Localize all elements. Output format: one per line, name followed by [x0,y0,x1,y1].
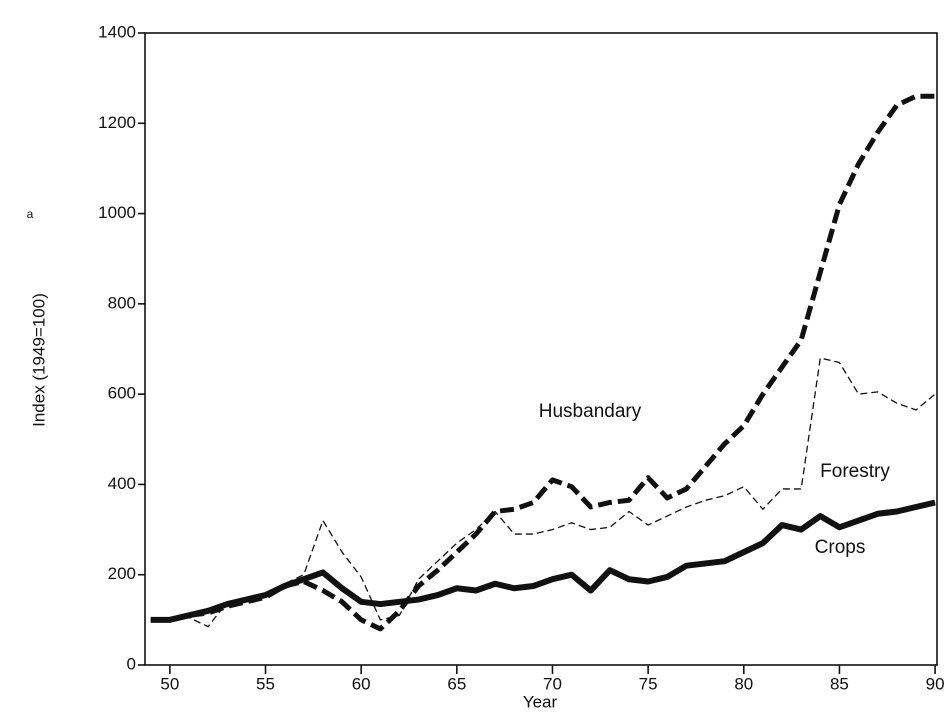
series-label: Husbandary [539,401,642,422]
y-tick-label: 1400 [98,22,136,41]
x-tick-label: 65 [447,674,466,693]
series-label: Forestry [820,461,890,482]
y-tick-label: 0 [127,654,136,673]
x-tick-label: 90 [926,674,945,693]
x-tick-label: 50 [160,674,179,693]
series-line [150,93,936,632]
y-tick-label: 1200 [98,113,136,132]
x-tick-label: 80 [734,674,753,693]
x-tick-label: 85 [830,674,849,693]
x-tick-label: 55 [256,674,275,693]
y-tick-label: 400 [108,474,136,493]
x-tick-label: 70 [543,674,562,693]
y-axis-label: Index (1949=100) [29,293,48,427]
y-tick-label: 800 [108,293,136,312]
x-axis-label: Year [523,692,558,711]
series-line [150,499,936,623]
footnote-mark: a [27,207,34,221]
plot-frame [144,32,938,666]
y-tick-label: 1000 [98,203,136,222]
y-tick-label: 600 [108,384,136,403]
x-tick-label: 60 [352,674,371,693]
x-tick-label: 75 [639,674,658,693]
y-tick-label: 200 [108,564,136,583]
series-label: Crops [815,537,866,558]
